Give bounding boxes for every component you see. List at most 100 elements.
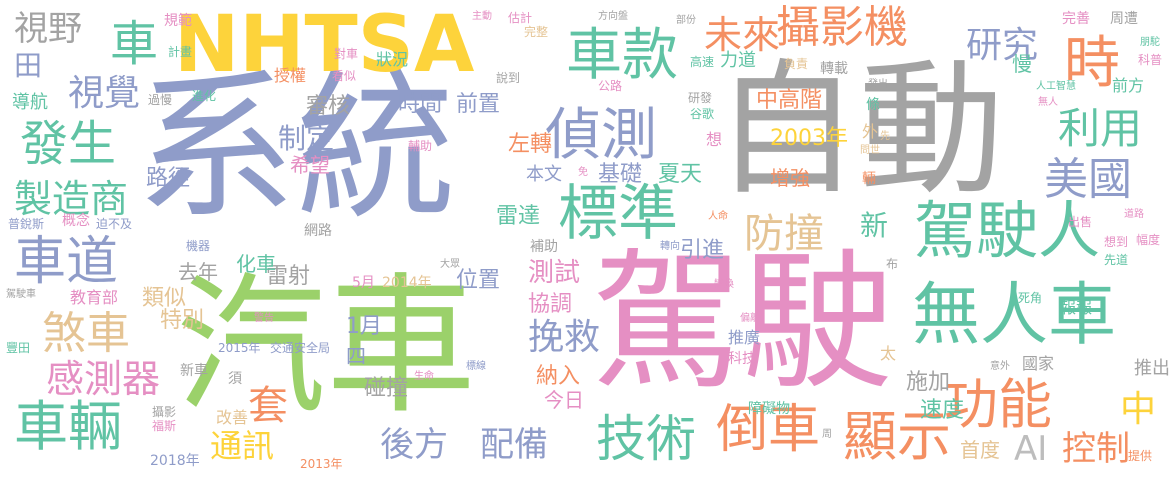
word-dazhong: 大眾 <box>440 259 460 270</box>
word-fusi: 福斯 <box>152 419 177 433</box>
word-jiashiren: 駕駛人 <box>914 194 1101 267</box>
word-xinche: 新車 <box>180 363 208 379</box>
word-ganceqi: 感測器 <box>46 357 161 401</box>
word-pengzhi: 朋駝 <box>1140 37 1160 48</box>
word-mian: 免 <box>578 167 588 178</box>
word-jiashiche: 駕駛車 <box>6 289 36 300</box>
word-yinjin: 引進 <box>680 238 725 263</box>
word-xitong: 系統 <box>136 54 457 241</box>
word-zhence: 偵測 <box>545 103 657 168</box>
word-zhoudao: 周遭 <box>1110 11 1138 27</box>
word-jiaoyubu: 教育部 <box>70 288 119 307</box>
word-shiye: 視野 <box>14 9 82 49</box>
word-zhuanxiang: 轉向 <box>660 241 680 252</box>
word-zidong: 自動 <box>714 46 1004 215</box>
word-che: 車 <box>110 16 159 72</box>
word-tongxun: 通訊 <box>210 427 275 465</box>
word-tuiguang: 推廣 <box>728 328 761 347</box>
word-tian: 田 <box>14 49 43 82</box>
word-tai: 太 <box>880 344 897 363</box>
word-jiaotong: 交通安全局 <box>270 341 331 355</box>
word-narui: 納入 <box>536 364 581 389</box>
word-tiao: 條 <box>866 97 880 113</box>
word-houfang: 後方 <box>380 425 448 465</box>
word-zuozhuan: 左轉 <box>508 132 553 157</box>
word-pianli: 偏離 <box>740 313 760 324</box>
word-man: 慢 <box>1012 52 1032 76</box>
word-nhtsa: NHTSA <box>174 0 475 90</box>
word-chedao: 車道 <box>14 232 119 292</box>
word-huache: 化車 <box>236 252 276 276</box>
word-xietiao: 協調 <box>528 292 573 317</box>
word-leisi: 類似 <box>142 286 187 311</box>
word-gonglu: 公路 <box>598 79 623 93</box>
word-tao: 套 <box>248 383 288 429</box>
word-guge: 谷歌 <box>690 107 715 121</box>
word-liyong: 利用 <box>1058 104 1143 153</box>
word-xiatian: 夏天 <box>658 162 703 187</box>
word-lidao: 力道 <box>720 50 756 71</box>
word-y2015: 2015年 <box>218 341 261 355</box>
word-y2003: 2003年 <box>770 126 848 151</box>
word-zhou: 周 <box>822 429 832 440</box>
word-sudu: 速度 <box>920 398 965 423</box>
word-leida: 雷達 <box>496 204 541 229</box>
word-leishe: 雷射 <box>266 264 311 289</box>
word-qianzhi: 前置 <box>456 92 501 117</box>
word-luijing: 路徑 <box>146 166 191 191</box>
word-shi: 時 <box>1064 31 1120 96</box>
word-meiguo: 美國 <box>1044 154 1132 205</box>
word-gongneng: 功能 <box>944 373 1052 436</box>
word-yanfa: 研發 <box>688 91 713 105</box>
word-shoudu: 首度 <box>960 438 1000 462</box>
word-liang: 輛 <box>862 171 876 187</box>
word-baobao: 報報 <box>1060 298 1093 317</box>
word-tigong: 提供 <box>1128 449 1153 463</box>
word-kansi: 看似 <box>332 69 357 83</box>
word-daolu: 道路 <box>1124 209 1144 220</box>
word-daohang: 導航 <box>12 92 48 113</box>
word-zhong: 中 <box>1120 389 1157 430</box>
word-gaishan: 改善 <box>216 408 249 427</box>
word-zhuangkuang: 狀況 <box>376 50 409 69</box>
word-buzhu: 補助 <box>530 239 558 255</box>
word-xiandao: 先道 <box>1104 253 1129 267</box>
word-kepu: 科普 <box>1138 53 1163 67</box>
word-guji: 估計 <box>508 11 533 25</box>
word-jinggao: 警告 <box>254 313 274 324</box>
word-xian: 先 <box>880 131 890 142</box>
word-zhangaiwu: 障礙物 <box>748 401 790 417</box>
word-wai: 外 <box>862 122 879 141</box>
word-fangxiangpan: 方向盤 <box>598 11 628 22</box>
word-shengming: 生命 <box>414 371 434 382</box>
word-xin: 新 <box>860 209 889 242</box>
word-bufen: 部份 <box>676 15 696 26</box>
word-keji: 科技 <box>728 351 756 367</box>
word-jishu: 技術 <box>596 410 696 468</box>
word-y2018: 2018年 <box>150 453 200 469</box>
word-jiqi: 機器 <box>186 239 211 253</box>
word-tuichu: 推出 <box>1134 358 1170 379</box>
word-qiche: 汽車 <box>176 260 477 434</box>
word-xiwang: 希望 <box>290 153 330 177</box>
word-gaosu: 高速 <box>690 55 715 69</box>
word-jichu: 基礎 <box>598 162 643 187</box>
word-ai: AI <box>1014 429 1048 469</box>
word-weilai: 未來 <box>704 13 781 57</box>
word-wanjiu: 挽救 <box>528 317 601 358</box>
word-chushou: 出售 <box>1068 215 1093 229</box>
word-y2014: 2014年 <box>382 275 432 291</box>
word-xu: 須 <box>228 371 242 387</box>
word-jihua: 計畫 <box>168 45 193 59</box>
word-fachu: 發出 <box>868 79 888 90</box>
word-wenshi: 問世 <box>860 145 880 156</box>
word-shijue: 視覺 <box>68 73 141 114</box>
word-jiashi: 駕駛 <box>592 236 893 410</box>
word-wanglu: 網路 <box>304 223 332 239</box>
word-peibei: 配備 <box>480 425 548 465</box>
word-rengongzhihui: 人工智慧 <box>1036 81 1076 92</box>
word-weizhi: 位置 <box>456 268 501 293</box>
word-pengzhuang: 碰撞 <box>364 376 409 401</box>
word-si: 四 <box>346 344 366 368</box>
